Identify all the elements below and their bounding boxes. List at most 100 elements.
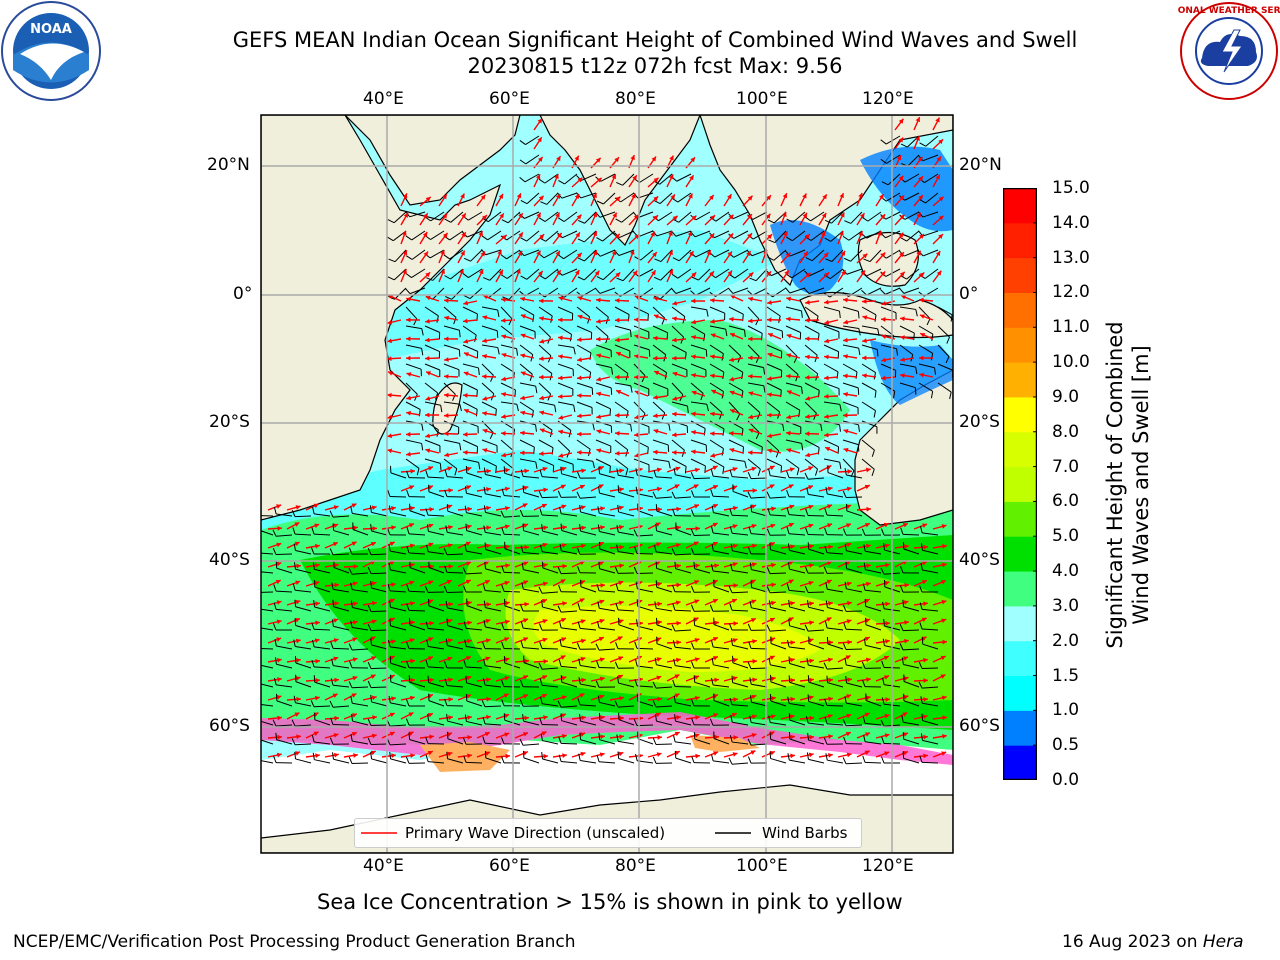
wind-barb-flag [880, 567, 885, 575]
wind-barb-flag [652, 737, 657, 745]
wind-barb [580, 192, 597, 199]
wind-barb [576, 325, 592, 333]
wind-barb-flag [900, 527, 904, 535]
wind-barb [428, 551, 445, 555]
wind-barb [621, 211, 635, 223]
wave-direction-arrowhead [619, 468, 624, 474]
wind-barb-flag [876, 349, 879, 357]
wave-direction-arrowhead [352, 637, 358, 642]
wave-direction-arrowhead [898, 175, 904, 181]
wind-barb-flag [588, 372, 592, 380]
wind-barb-flag [436, 315, 439, 323]
wave-direction-arrowhead [788, 484, 794, 489]
wind-barb-flag [709, 604, 714, 612]
wave-direction-arrowhead [828, 601, 833, 606]
wave-direction-arrowhead [864, 484, 870, 490]
wind-barb [899, 363, 916, 368]
wind-barb-flag [501, 527, 505, 535]
wave-direction-arrowhead [275, 579, 281, 585]
wind-barb-flag [823, 662, 828, 670]
wind-barb-flag [611, 367, 614, 375]
wave-direction-arrowhead [828, 753, 833, 758]
wave-direction-arrowhead [732, 562, 738, 567]
wave-direction-arrowhead [733, 505, 738, 511]
wind-barb-flag [274, 677, 277, 685]
wind-barb [887, 173, 901, 186]
wave-direction-arrowhead [710, 319, 715, 324]
wind-barb [503, 571, 521, 574]
wind-barb-flag [539, 641, 543, 649]
wave-direction-arrowhead [523, 523, 529, 528]
wind-barb [751, 607, 768, 612]
wind-barb [690, 325, 706, 335]
wind-barb-flag [824, 545, 828, 553]
wind-barb-flag [880, 528, 885, 536]
wave-direction-arrowhead [672, 432, 677, 438]
wind-barb-flag [406, 603, 410, 611]
wind-barb [750, 667, 768, 670]
wave-direction-arrowhead [467, 638, 472, 644]
wave-direction-arrowhead [463, 432, 468, 437]
wind-barb [676, 173, 692, 182]
wind-barb [450, 268, 464, 280]
wind-barb [447, 476, 464, 479]
wind-barb [580, 530, 597, 536]
wave-direction-arrowhead [314, 638, 320, 644]
wave-direction-arrowhead [560, 618, 566, 623]
wave-direction-arrowhead [885, 620, 890, 626]
wind-barb-flag [705, 349, 708, 357]
wind-barb-flag [444, 469, 448, 477]
wind-barb-flag [747, 662, 752, 669]
wave-direction-arrowhead [429, 677, 434, 683]
wave-direction-arrowhead [406, 451, 411, 457]
wind-barb-flag [459, 443, 462, 451]
wave-direction-arrowhead [825, 446, 831, 452]
wind-barb-flag [406, 546, 410, 554]
wave-direction-arrowhead [388, 371, 393, 376]
wave-direction-arrowhead [767, 448, 773, 454]
wind-barb [599, 473, 616, 479]
wind-barb [580, 720, 597, 726]
wave-direction-arrowhead [465, 541, 471, 547]
wave-direction-arrowhead [501, 376, 507, 382]
wind-barb [804, 401, 817, 414]
wave-direction-arrowhead [727, 194, 732, 200]
wind-barb-flag [539, 717, 543, 725]
wave-direction-arrowhead [802, 193, 807, 199]
wave-direction-arrowhead [941, 695, 947, 701]
wind-barb-flag [691, 661, 695, 669]
wind-barb-flag [768, 239, 776, 244]
wave-direction-arrowhead [334, 601, 339, 606]
wind-barb-flag [476, 313, 478, 321]
wave-direction-arrowhead [824, 299, 829, 305]
wind-barb-flag [464, 639, 467, 647]
wind-barb-flag [949, 391, 952, 399]
wave-direction-arrowhead [577, 375, 582, 381]
wave-direction-arrowhead [444, 431, 449, 437]
wave-direction-arrowhead [352, 657, 358, 662]
wave-direction-arrowhead [577, 296, 583, 301]
wind-barb-flag [405, 756, 410, 764]
wind-barb-flag [749, 715, 752, 723]
wind-barb [733, 249, 749, 258]
wind-barb-flag [863, 562, 866, 570]
wind-barb-flag [670, 287, 677, 294]
wind-barb [618, 758, 635, 764]
wind-barb [562, 230, 578, 239]
wave-direction-arrowhead [352, 713, 358, 718]
wave-direction-arrowhead [315, 753, 320, 759]
wind-barb [732, 532, 749, 536]
wind-barb-flag [367, 737, 372, 745]
wind-barb-flag [900, 275, 907, 280]
wave-direction-arrowhead [845, 655, 851, 660]
wave-direction-arrowhead [425, 318, 430, 324]
wind-barb-flag [635, 581, 638, 589]
wave-direction-arrowhead [522, 751, 528, 756]
wave-direction-arrowhead [461, 232, 466, 238]
wind-barb [766, 325, 783, 332]
wind-barb [614, 382, 631, 387]
wave-direction-arrowhead [788, 617, 794, 622]
wind-barb [614, 401, 629, 412]
wind-barb-flag [579, 714, 581, 722]
wind-barb [732, 762, 749, 765]
